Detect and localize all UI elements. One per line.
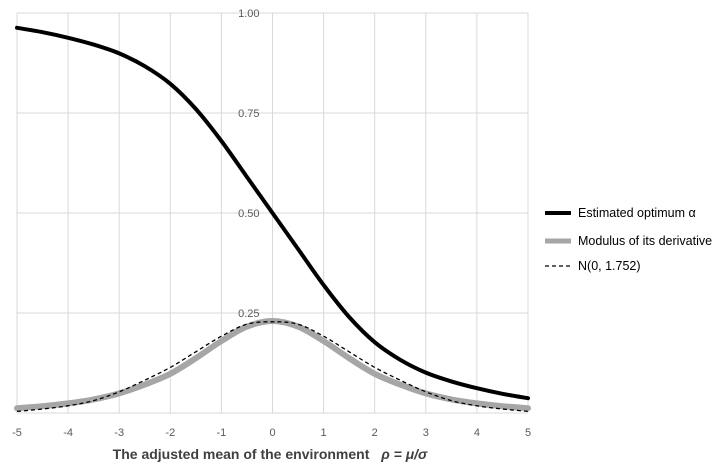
x-tick-label: -5	[12, 427, 22, 439]
x-tick-labels: -5 -4 -3 -2 -1 0 1 2 3 4 5	[12, 427, 531, 439]
series-line-3	[16, 321, 529, 413]
x-tick-label: -1	[217, 427, 227, 439]
x-axis-title: The adjusted mean of the environment ρ =…	[113, 446, 428, 462]
x-tick-label: 3	[423, 427, 429, 439]
x-tick-label: -3	[114, 427, 124, 439]
series-line-1	[15, 25, 530, 401]
y-tick-label: 0.25	[238, 308, 259, 320]
x-axis-title-text: The adjusted mean of the environment	[113, 446, 370, 462]
x-axis-title-math: ρ = μ/σ	[380, 446, 428, 462]
y-tick-label: 0.75	[238, 108, 259, 120]
legend-label: N(0, 1.752)	[578, 259, 641, 273]
series-lines	[14, 25, 531, 413]
x-tick-label: 5	[525, 427, 531, 439]
x-tick-label: 0	[269, 427, 275, 439]
x-tick-label: -4	[63, 427, 73, 439]
y-tick-labels: 0.25 0.50 0.75 1.00	[238, 8, 259, 320]
y-tick-label: 0.50	[238, 208, 259, 220]
x-tick-label: 2	[372, 427, 378, 439]
legend: Estimated optimum α Modulus of its deriva…	[545, 206, 712, 273]
legend-label: Modulus of its derivative	[578, 234, 712, 248]
y-tick-label: 1.00	[238, 8, 259, 20]
x-tick-label: 1	[321, 427, 327, 439]
x-tick-label: 4	[474, 427, 480, 439]
legend-label: Estimated optimum α	[578, 206, 696, 220]
x-tick-label: -2	[165, 427, 175, 439]
